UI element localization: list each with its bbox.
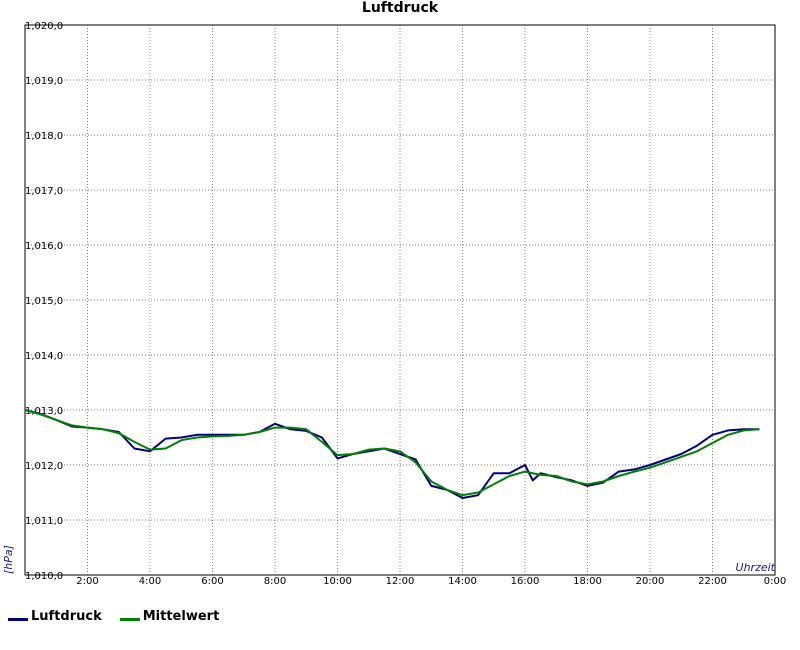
legend-label: Luftdruck — [31, 609, 102, 624]
x-tick-label: 20:00 — [636, 576, 665, 587]
x-axis-label: Uhrzeit — [736, 561, 776, 574]
x-tick-label: 12:00 — [386, 576, 415, 587]
y-tick-label: 1,017,0 — [25, 186, 63, 197]
legend-swatch — [119, 618, 140, 621]
x-tick-label: 18:00 — [573, 576, 602, 587]
series-lines — [24, 409, 760, 499]
x-tick-label: 14:00 — [448, 576, 477, 587]
legend-item-mittelwert: Mittelwert — [119, 609, 220, 624]
x-tick-label: 4:00 — [139, 576, 161, 587]
chart-svg: 1,010,0 1,011,0 1,012,0 1,013,0 1,014,0 1,015… — [2, 21, 786, 587]
y-tick-label: 1,011,0 — [25, 516, 63, 527]
chart-title: Luftdruck — [361, 0, 439, 16]
y-tick-label: 1,013,0 — [25, 406, 63, 417]
y-tick-label: 1,020,0 — [25, 21, 63, 32]
x-tick-label: 6:00 — [201, 576, 223, 587]
series-line-luftdruck — [24, 409, 760, 499]
y-axis-label: [hPa] — [2, 545, 15, 574]
y-tick-label: 1,016,0 — [25, 241, 63, 252]
y-tick-label: 1,010,0 — [25, 571, 63, 582]
y-axis-ticks: 1,010,0 1,011,0 1,012,0 1,013,0 1,014,0 1,015… — [25, 21, 63, 582]
series-line-mittelwert — [24, 409, 760, 497]
x-axis-ticks: 2:00 4:00 6:00 8:00 10:00 12:00 14:00 16:00 18:0… — [76, 576, 786, 587]
legend-label: Mittelwert — [142, 609, 220, 624]
legend-swatch — [8, 618, 28, 621]
grid — [24, 24, 776, 576]
x-tick-label: 2:00 — [76, 576, 98, 587]
y-tick-label: 1,014,0 — [25, 351, 63, 362]
y-tick-label: 1,019,0 — [25, 76, 63, 87]
x-tick-label: 0:00 — [764, 576, 786, 587]
x-tick-label: 16:00 — [511, 576, 540, 587]
x-tick-label: 8:00 — [264, 576, 286, 587]
y-tick-label: 1,012,0 — [25, 461, 63, 472]
legend: Luftdruck Mittelwert — [8, 609, 237, 624]
legend-item-luftdruck: Luftdruck — [8, 609, 102, 624]
y-tick-label: 1,015,0 — [25, 296, 63, 307]
y-tick-label: 1,018,0 — [25, 131, 63, 142]
x-tick-label: 10:00 — [323, 576, 352, 587]
x-tick-label: 22:00 — [698, 576, 727, 587]
